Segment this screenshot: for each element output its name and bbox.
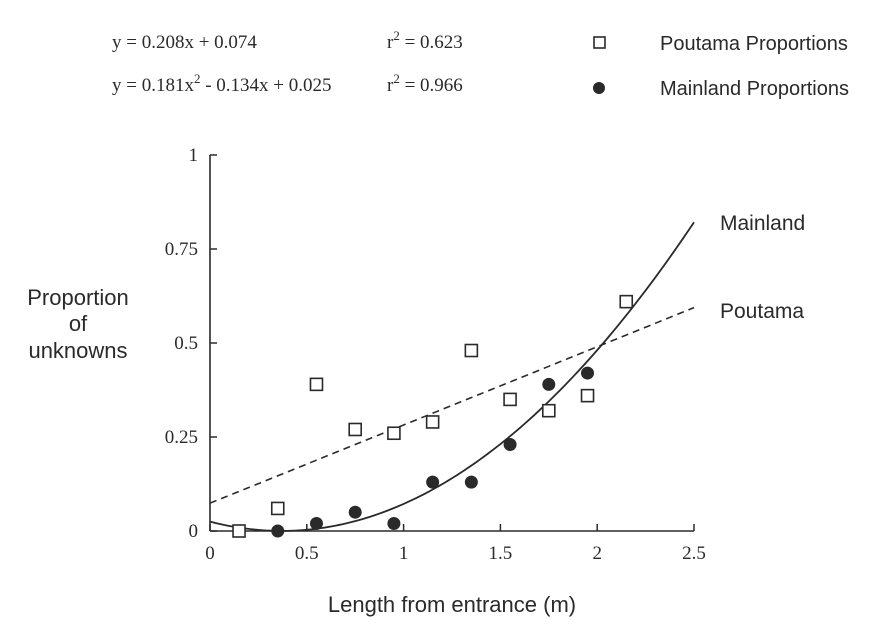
mainland-point [542,377,556,391]
poutama-point [387,426,401,441]
legend-poutama-marker [593,36,606,49]
mainland-point [426,475,440,489]
x-tick-label: 1.5 [489,543,513,564]
poutama-r2: r2 = 0.623 [387,28,463,53]
x-tick-label: 2 [592,543,602,564]
y-tick-label: 0.75 [165,239,198,260]
mainland-fit-curve [209,221,695,532]
mainland-curve-label: Mainland [720,212,805,235]
legend: Poutama Proportions Mainland Proportions [593,33,849,100]
mainland-points [271,366,595,538]
x-tick-label: 1 [399,543,409,564]
poutama-point [541,403,556,418]
mainland-point [309,516,323,530]
poutama-point [348,422,363,437]
x-tick-label: 0 [205,543,215,564]
legend-mainland-label: Mainland Proportions [660,78,849,100]
y-axis-label: Proportion of unknowns [27,285,129,363]
poutama-points [232,294,634,538]
poutama-point [232,524,246,538]
legend-poutama-label: Poutama Proportions [660,33,848,55]
legend-mainland-marker [593,82,605,94]
y-tick-label: 0.5 [174,333,198,354]
y-axis-label-line-2: of [69,311,88,336]
poutama-point [619,294,634,309]
x-axis-label: Length from entrance (m) [328,592,576,617]
y-axis-label-line-3: unknowns [28,338,127,363]
mainland-r2: r2 = 0.966 [387,71,463,96]
poutama-point [580,388,595,403]
y-tick-label: 1 [189,145,199,166]
x-tick-label: 2.5 [682,543,706,564]
y-axis-label-line-1: Proportion [27,285,129,310]
y-tick-label: 0.25 [165,427,198,448]
y-tick-label: 0 [189,521,199,542]
poutama-point [270,501,285,516]
mainland-equation: y = 0.181x2 - 0.134x + 0.025 [112,71,332,96]
poutama-fit-line [209,306,695,504]
mainland-point [464,475,478,489]
poutama-equation: y = 0.208x + 0.074 [112,32,257,53]
poutama-point [464,343,479,358]
mainland-point [271,524,285,538]
poutama-curve-label: Poutama [720,300,804,323]
mainland-point [387,516,401,530]
mainland-point [348,505,362,519]
equations-block: y = 0.208x + 0.074 r2 = 0.623 y = 0.181x… [112,28,463,96]
poutama-point [309,377,324,392]
y-ticks: 0 0.25 0.5 0.75 1 [165,145,217,542]
mainland-point [581,366,595,380]
mainland-point [503,438,517,452]
poutama-point [425,415,440,429]
poutama-point [503,392,517,407]
x-tick-label: 0.5 [295,543,319,564]
x-ticks: 0 0.5 1 1.5 2 2.5 [205,524,706,564]
